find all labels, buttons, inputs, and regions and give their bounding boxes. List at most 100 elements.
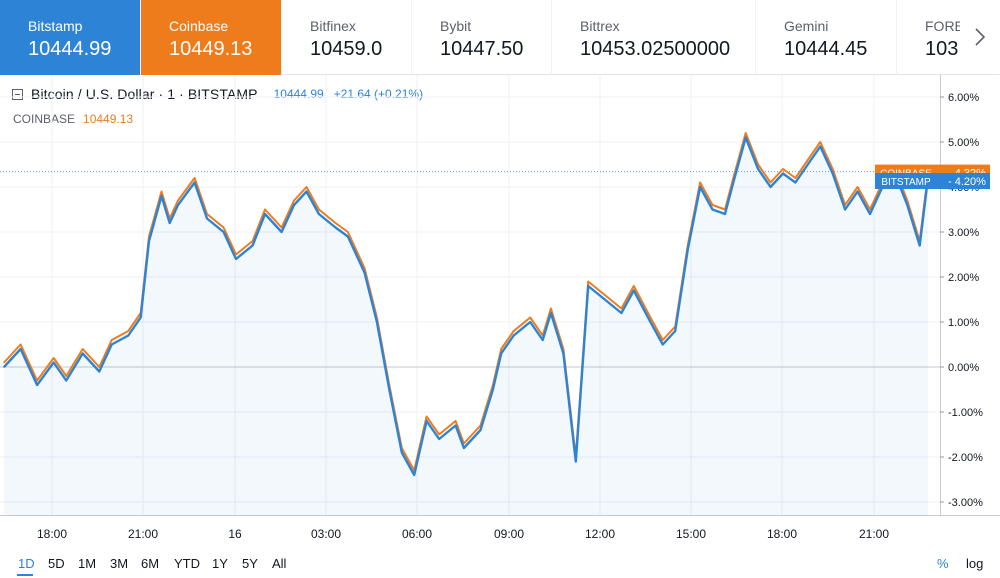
data-point-coinbase	[869, 208, 871, 211]
range-1y[interactable]: 1Y	[212, 556, 228, 571]
exchange-tab-bitfinex[interactable]: Bitfinex 10459.0	[282, 0, 412, 75]
data-point-bitstamp	[649, 321, 652, 323]
data-point-bitstamp	[177, 204, 179, 206]
data-point-bitstamp	[757, 168, 759, 170]
range-5d[interactable]: 5D	[48, 556, 65, 571]
data-point-bitstamp	[575, 460, 577, 463]
data-point-bitstamp	[844, 208, 846, 211]
data-point-coinbase	[744, 132, 747, 134]
series-tag-bitstamp	[875, 173, 938, 189]
data-point-bitstamp	[401, 451, 403, 454]
exchange-tab-coinbase[interactable]: Coinbase 10449.13	[141, 0, 282, 75]
data-point-bitstamp	[98, 370, 101, 373]
chevron-right-icon	[975, 28, 986, 46]
x-tick-label: 09:00	[494, 527, 524, 541]
data-point-coinbase	[19, 343, 22, 346]
data-point-coinbase	[193, 177, 196, 179]
data-point-bitstamp	[251, 244, 254, 247]
log-scale-button[interactable]: log	[966, 556, 984, 571]
x-tick-label: 15:00	[676, 527, 706, 541]
range-6m[interactable]: 6M	[141, 556, 160, 571]
exchange-tab-bybit[interactable]: Bybit 10447.50	[412, 0, 552, 75]
exchange-price: 10447.50	[440, 38, 524, 60]
exchange-price: 10444.99	[28, 38, 112, 60]
range-1m[interactable]: 1M	[78, 556, 97, 571]
x-tick-label: 06:00	[402, 527, 432, 541]
data-point-bitstamp	[36, 384, 38, 386]
symbol-title: Bitcoin / U.S. Dollar · 1 · BITSTAMP	[31, 86, 258, 102]
range-5y[interactable]: 5Y	[242, 556, 258, 571]
data-point-bitstamp	[479, 429, 482, 431]
percent-scale-button[interactable]: %	[937, 556, 949, 571]
range-ytd[interactable]: YTD	[174, 556, 200, 571]
data-point-bitstamp	[906, 204, 909, 206]
data-point-bitstamp	[19, 348, 22, 350]
exchange-tab-bittrex[interactable]: Bittrex 10453.02500000	[552, 0, 756, 75]
exchange-name: Coinbase	[169, 18, 229, 34]
data-point-bitstamp	[633, 289, 635, 292]
price-chart[interactable]: 6.00%5.00%4.00%3.00%2.00%1.00%0.00%-1.00…	[0, 75, 1000, 548]
compare-value: 10449.13	[83, 112, 134, 126]
exchange-name: Bitfinex	[310, 18, 356, 34]
data-point-coinbase	[3, 361, 5, 364]
data-point-bitstamp	[550, 312, 552, 314]
data-point-bitstamp	[674, 330, 676, 332]
data-point-bitstamp	[807, 163, 809, 166]
data-point-coinbase	[604, 294, 606, 296]
data-point-bitstamp	[52, 361, 55, 364]
data-point-bitstamp	[604, 298, 606, 301]
data-point-bitstamp	[463, 447, 465, 449]
data-point-bitstamp	[264, 213, 266, 215]
y-tick-label: -1.00%	[948, 407, 983, 419]
x-tick-label: 18:00	[37, 527, 67, 541]
exchange-price: 103	[925, 38, 959, 60]
data-point-bitstamp	[193, 181, 196, 184]
exchange-name: Bybit	[440, 18, 472, 34]
exchange-name: FORE	[925, 18, 964, 34]
range-1d[interactable]: 1D	[18, 556, 35, 571]
data-point-coinbase	[587, 280, 589, 283]
data-point-bitstamp	[529, 321, 531, 323]
data-point-bitstamp	[794, 181, 797, 184]
active-range-indicator	[17, 574, 33, 576]
x-tick-label: 16	[228, 527, 242, 541]
data-point-bitstamp	[620, 312, 623, 314]
data-point-coinbase	[160, 190, 163, 193]
data-point-coinbase	[347, 231, 349, 233]
data-point-coinbase	[235, 253, 237, 256]
data-point-coinbase	[699, 181, 701, 184]
y-tick-label: 3.00%	[948, 227, 979, 239]
data-point-bitstamp	[413, 474, 416, 476]
data-point-bitstamp	[724, 213, 726, 215]
data-point-bitstamp	[425, 420, 428, 422]
series-value-box	[938, 173, 990, 189]
series-line-bitstamp	[3, 136, 930, 477]
data-point-bitstamp	[305, 190, 308, 193]
data-point-bitstamp	[856, 190, 859, 193]
data-point-bitstamp	[280, 231, 283, 233]
data-point-coinbase	[177, 199, 179, 202]
data-point-bitstamp	[562, 352, 565, 355]
data-point-coinbase	[36, 379, 38, 382]
data-point-coinbase	[794, 177, 797, 179]
data-point-bitstamp	[3, 366, 5, 368]
exchange-tab-gemini[interactable]: Gemini 10444.45	[756, 0, 897, 75]
exchange-tab-bitstamp[interactable]: Bitstamp 10444.99	[0, 0, 141, 75]
scroll-right-button[interactable]	[960, 0, 1000, 74]
data-point-bitstamp	[206, 217, 208, 220]
exchange-name: Bitstamp	[28, 18, 83, 34]
exchange-price: 10453.02500000	[580, 38, 731, 60]
data-point-bitstamp	[500, 352, 503, 355]
data-point-bitstamp	[318, 213, 320, 215]
range-3m[interactable]: 3M	[110, 556, 129, 571]
data-point-bitstamp	[819, 145, 822, 148]
collapse-icon[interactable]	[12, 88, 23, 100]
data-point-coinbase	[334, 222, 337, 224]
range-all[interactable]: All	[272, 556, 287, 571]
data-point-bitstamp	[686, 249, 689, 251]
data-point-coinbase	[293, 199, 295, 202]
data-point-bitstamp	[711, 208, 714, 211]
x-tick-label: 03:00	[311, 527, 341, 541]
data-point-coinbase	[500, 348, 503, 350]
data-point-bitstamp	[492, 388, 494, 391]
